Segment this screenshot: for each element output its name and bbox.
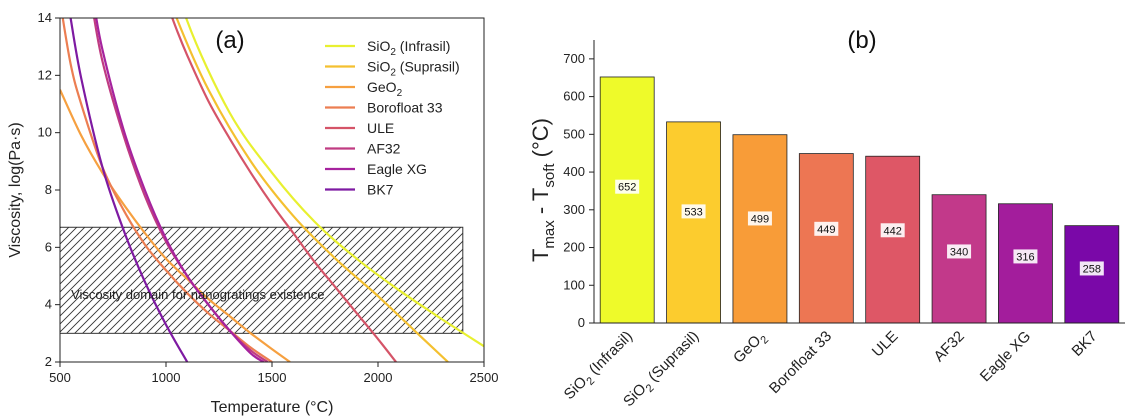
- data-label-bg: [1079, 261, 1104, 276]
- bar-5: [931, 194, 987, 324]
- y-tick-label: 300: [563, 202, 585, 217]
- y-tick-label: 0: [578, 315, 585, 330]
- y-tick-label: 200: [563, 240, 585, 255]
- x-tick-label: 500: [49, 370, 71, 385]
- data-label-bg: [880, 223, 905, 238]
- legend-entry-7: BK7: [367, 182, 394, 198]
- y-tick-label: 14: [38, 10, 52, 25]
- bar-1: [666, 121, 721, 324]
- nanogratings-domain-region: [59, 226, 464, 334]
- y-tick-label: 400: [563, 164, 585, 179]
- y-tick-label: 8: [45, 182, 52, 197]
- data-label-bg: [947, 244, 972, 259]
- data-label-bg: [615, 179, 640, 194]
- y-tick-label: 4: [45, 297, 52, 312]
- data-label-bg: [1013, 249, 1038, 264]
- data-label: 449: [817, 224, 835, 236]
- legend-entry-4: ULE: [367, 120, 394, 136]
- legend-entry-5: AF32: [367, 141, 401, 157]
- panel-label-a: (a): [215, 27, 244, 54]
- category-label-5: AF32: [931, 328, 968, 365]
- y-tick-label: 2: [45, 354, 52, 369]
- legend: SiO2 (Infrasil)SiO2 (Suprasil)GeO2Borofl…: [325, 38, 460, 198]
- bar-3: [798, 153, 854, 324]
- temperature-bar-chart: 652 533 499 449 442 340 316 258 0 100 200 300 400 50…: [528, 27, 1125, 410]
- bar-4: [865, 155, 921, 324]
- y-axis-label-a: Viscosity, log(Pa·s): [7, 122, 24, 257]
- series-line-2: [60, 89, 291, 362]
- data-label: 442: [884, 225, 902, 237]
- y-tick-label: 600: [563, 89, 585, 104]
- legend-entry-3: Borofloat 33: [367, 100, 443, 116]
- y-tick-label: 12: [38, 67, 52, 82]
- series-line-7: [69, 18, 189, 362]
- y-tick-label: 700: [563, 51, 585, 66]
- data-label: 340: [950, 246, 968, 258]
- series-line-1: [175, 18, 449, 362]
- panel-label-b: (b): [847, 27, 876, 54]
- data-label-bg: [681, 204, 706, 219]
- y-tick-label: 6: [45, 239, 52, 254]
- legend-entry-2: GeO2: [367, 79, 403, 99]
- viscosity-chart: Viscosity domain for nanogratings existe…: [7, 10, 499, 416]
- y-axis-label-b: Tmax - Tsoft (°C): [528, 118, 558, 262]
- x-tick-label: 2000: [364, 370, 393, 385]
- x-tick-label: 2500: [470, 370, 499, 385]
- y-tick-label: 500: [563, 126, 585, 141]
- data-label: 316: [1016, 251, 1034, 263]
- y-tick-label: 100: [563, 277, 585, 292]
- data-label: 652: [618, 182, 636, 194]
- legend-entry-0: SiO2 (Infrasil): [367, 38, 450, 58]
- data-label: 499: [751, 213, 769, 225]
- legend-entry-1: SiO2 (Suprasil): [367, 59, 460, 79]
- category-label-4: ULE: [869, 328, 902, 361]
- data-label-bg: [814, 221, 839, 236]
- series-line-6: [95, 18, 265, 362]
- x-tick-label: 1000: [152, 370, 181, 385]
- bar-2: [732, 134, 788, 324]
- domain-annotation: Viscosity domain for nanogratings existe…: [71, 287, 324, 302]
- data-label-bg: [747, 211, 772, 226]
- series-line-0: [185, 18, 484, 348]
- x-tick-label: 1500: [258, 370, 287, 385]
- data-label: 533: [684, 206, 702, 218]
- category-label-2: GeO2: [730, 328, 771, 369]
- legend-entry-6: Eagle XG: [367, 161, 427, 177]
- y-tick-label: 10: [38, 125, 52, 140]
- category-label-3: Borofloat 33: [766, 328, 835, 397]
- category-label-7: BK7: [1069, 328, 1101, 360]
- data-label: 258: [1083, 263, 1101, 275]
- bar-0: [599, 76, 655, 324]
- category-label-6: Eagle XG: [977, 328, 1034, 385]
- series-line-4: [171, 18, 397, 362]
- x-axis-label-a: Temperature (°C): [211, 399, 334, 416]
